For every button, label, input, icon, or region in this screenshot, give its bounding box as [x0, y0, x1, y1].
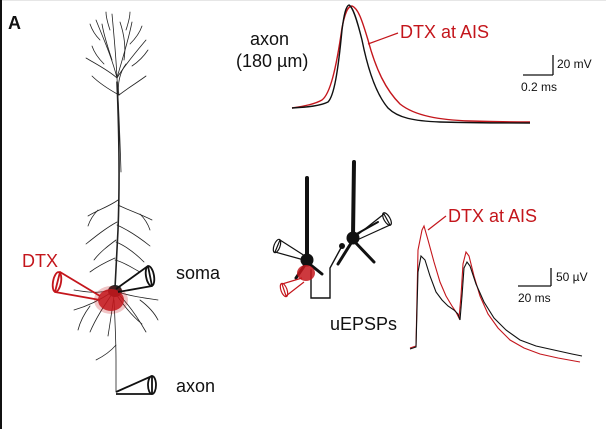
ap-trace-dtx	[291, 5, 531, 123]
panel-label: A	[8, 13, 21, 33]
uepsp-trace-dtx	[409, 224, 581, 363]
scale-bar-bottom-h-label: 20 ms	[518, 291, 551, 305]
dtx-at-ais-label-top: DTX at AIS	[400, 22, 489, 42]
dtx-label-leader-top	[367, 32, 399, 45]
scale-bar-bottom	[518, 268, 552, 287]
axon-recording-label: axon	[250, 29, 289, 49]
dtx-application-spot	[98, 289, 124, 311]
dtx-pipette-icon	[51, 271, 101, 301]
left-neuron-soma	[300, 253, 314, 267]
ap-trace-control	[291, 4, 531, 124]
dtx-label-leader-bottom	[427, 215, 447, 231]
schematic-pipette-left-icon	[272, 238, 306, 261]
dtx-at-ais-label-bottom: DTX at AIS	[448, 206, 537, 226]
scale-bar-top	[523, 55, 554, 76]
scale-bar-bottom-v-label: 50 µV	[556, 270, 588, 284]
axon-label: axon	[176, 376, 215, 396]
soma-pipette-icon	[115, 265, 156, 293]
dtx-diffusion-halo	[94, 286, 128, 314]
connecting-axon	[310, 245, 343, 299]
scale-bar-top-v-label: 20 mV	[557, 57, 592, 71]
right-neuron-apical	[351, 160, 356, 238]
soma-label: soma	[176, 263, 221, 283]
axon-distance-label: (180 µm)	[236, 51, 308, 71]
uepsp-trace-control	[409, 254, 583, 357]
right-neuron-basal-2	[351, 238, 376, 264]
right-neuron-soma	[346, 231, 360, 245]
oblique-dendrites	[85, 199, 153, 273]
dtx-label: DTX	[22, 251, 58, 271]
synapse-bouton	[339, 243, 345, 249]
pyramidal-neuron-icon	[73, 11, 159, 393]
schematic-dtx-pipette-icon	[279, 277, 305, 298]
schematic-dtx-spot	[297, 265, 315, 281]
apical-trunk	[114, 81, 120, 289]
neuron-axon	[113, 299, 117, 393]
axon-collateral	[95, 344, 117, 361]
schematic-pipette-right-icon	[355, 212, 392, 241]
uepsps-label: uEPSPs	[330, 314, 397, 334]
axon-pipette-icon	[115, 375, 157, 395]
apical-tuft	[85, 11, 149, 173]
scale-bar-top-h-label: 0.2 ms	[521, 80, 557, 94]
